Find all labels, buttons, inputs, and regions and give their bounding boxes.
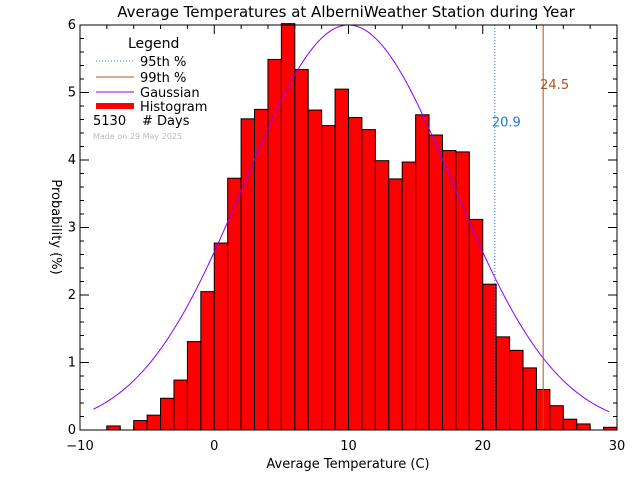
histogram-bar xyxy=(576,423,591,431)
histogram-bar xyxy=(213,242,229,431)
x-tick-label: 20 xyxy=(474,439,491,454)
histogram-bar xyxy=(388,178,403,431)
y-tick-label: 6 xyxy=(68,18,76,33)
y-tick-label: 1 xyxy=(68,356,76,371)
histogram-bar xyxy=(186,341,202,431)
histogram-bar xyxy=(280,23,296,431)
histogram-bar xyxy=(307,109,323,431)
histogram-bar xyxy=(468,218,484,431)
x-tick-label: −10 xyxy=(66,439,93,454)
histogram-bar xyxy=(482,283,497,431)
x-tick-labels: −10 0 10 20 30 xyxy=(66,439,625,454)
y-tick-label: 4 xyxy=(68,153,76,168)
chart-title: Average Temperatures at AlberniWeather S… xyxy=(117,3,575,21)
histogram-bar xyxy=(441,150,457,431)
histogram-bar xyxy=(428,134,443,431)
histogram-bar xyxy=(200,291,215,431)
x-axis-label: Average Temperature (C) xyxy=(266,457,429,472)
histogram-bar xyxy=(133,420,148,431)
histogram-bar xyxy=(321,125,336,431)
legend-label-95th: 95th % xyxy=(140,55,186,70)
legend: Legend 95th % 99th % Gaussian Histogram … xyxy=(93,36,207,141)
histogram-bar xyxy=(334,88,350,431)
legend-label-99th: 99th % xyxy=(140,71,186,86)
histogram-bar xyxy=(562,418,578,431)
y-tick-label: 5 xyxy=(68,86,76,101)
y-tick-label: 2 xyxy=(68,288,76,303)
histogram-bar xyxy=(549,405,564,431)
histogram-bar xyxy=(361,129,376,431)
histogram-bar xyxy=(455,151,470,431)
percentile-99-label: 24.5 xyxy=(540,78,569,93)
axis-ticks xyxy=(79,24,618,431)
histogram-bar xyxy=(294,69,309,431)
histogram-bar xyxy=(160,397,175,431)
x-tick-label: 30 xyxy=(609,439,626,454)
histogram-bar xyxy=(348,116,363,431)
percentile-95-label: 20.9 xyxy=(492,115,521,130)
y-tick-label: 0 xyxy=(68,423,76,438)
histogram-bar xyxy=(509,349,524,431)
histogram-bar xyxy=(522,367,537,431)
y-tick-labels: 0 1 2 3 4 5 6 xyxy=(68,18,76,438)
y-axis-label: Probability (%) xyxy=(48,179,63,274)
histogram-bar xyxy=(415,114,430,431)
histogram-bar xyxy=(401,161,417,431)
days-count: 5130 xyxy=(93,114,126,129)
legend-title: Legend xyxy=(128,36,179,52)
days-label: # Days xyxy=(142,114,190,129)
histogram-bar xyxy=(254,108,269,431)
histogram-bar xyxy=(374,160,390,431)
histogram-bar xyxy=(240,118,256,431)
histogram-bar xyxy=(106,425,121,431)
x-tick-label: 0 xyxy=(210,439,218,454)
legend-label-gaussian: Gaussian xyxy=(140,86,200,101)
y-tick-label: 3 xyxy=(68,221,76,236)
histogram-bar xyxy=(146,414,162,431)
made-on-note: Made on 29 May 2025 xyxy=(93,132,182,141)
x-tick-label: 10 xyxy=(340,439,357,454)
legend-label-histogram: Histogram xyxy=(140,100,207,115)
histogram-bars xyxy=(106,23,618,431)
histogram-bar xyxy=(173,379,188,431)
histogram-bar xyxy=(495,336,511,431)
